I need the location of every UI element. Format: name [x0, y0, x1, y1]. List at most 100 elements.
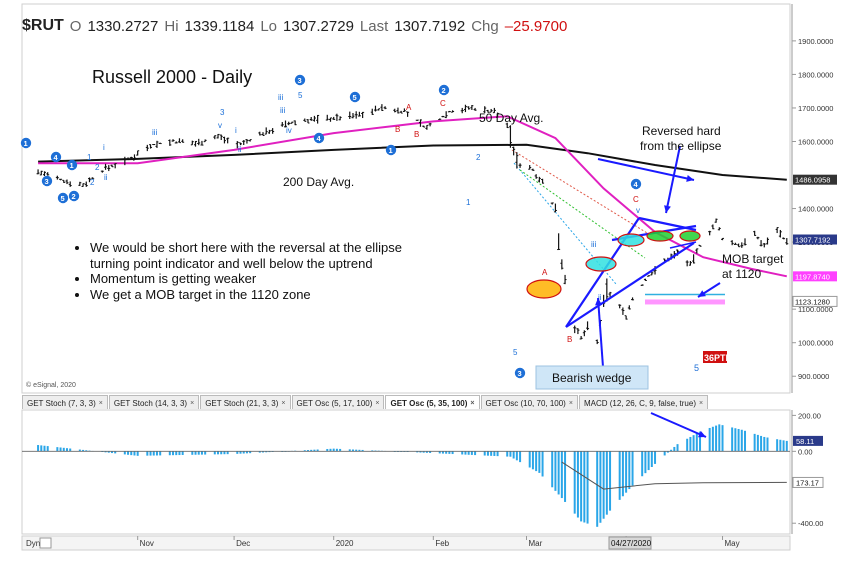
- osc-bar: [560, 451, 563, 499]
- osc-bar: [310, 449, 313, 452]
- osc-bar: [737, 428, 740, 452]
- osc-bar: [172, 451, 175, 456]
- osc-bar: [62, 447, 65, 452]
- osc-bar: [149, 451, 152, 456]
- indicator-tab[interactable]: MACD (12, 26, C, 9, false, true) ×: [578, 395, 709, 409]
- indicator-tab-label: GET Stoch (14, 3, 3): [113, 398, 188, 408]
- close-icon[interactable]: ×: [190, 399, 195, 407]
- osc-bar: [425, 451, 428, 453]
- price-axis-tick-label: 1600.0000: [798, 137, 833, 146]
- osc-arrow: [650, 412, 707, 438]
- osc-axis-tick-label: 0.00: [798, 447, 813, 456]
- close-icon[interactable]: ×: [375, 399, 380, 407]
- osc-bar: [692, 435, 695, 452]
- osc-bar: [168, 451, 171, 456]
- indicator-tabs: GET Stoch (7, 3, 3) × GET Stoch (14, 3, 3)…: [22, 395, 790, 409]
- osc-bar: [351, 449, 354, 452]
- indicator-tab[interactable]: GET Osc (5, 35, 100) ×: [385, 395, 480, 409]
- pti-label: 36PTI: [704, 353, 728, 363]
- osc-bar: [647, 451, 650, 471]
- indicator-tab[interactable]: GET Osc (10, 70, 100) ×: [480, 395, 578, 409]
- wedge-label: Bearish wedge: [552, 371, 632, 385]
- osc-bar: [178, 451, 181, 456]
- osc-bar: [85, 450, 88, 452]
- osc-bar: [715, 425, 718, 452]
- indicator-tab[interactable]: GET Stoch (7, 3, 3) ×: [22, 395, 108, 409]
- wave-count-number: 1: [24, 139, 28, 148]
- osc-bar: [670, 449, 673, 452]
- indicator-tab[interactable]: GET Osc (5, 17, 100) ×: [291, 395, 385, 409]
- change-value: –25.9700: [504, 17, 568, 35]
- ma50-layer: [38, 115, 788, 278]
- indicator-tab[interactable]: GET Stoch (21, 3, 3) ×: [200, 395, 291, 409]
- osc-bar: [776, 439, 779, 452]
- chart-title: Russell 2000 - Daily: [92, 67, 252, 87]
- close-icon[interactable]: ×: [281, 399, 286, 407]
- wave-label: i: [235, 126, 237, 135]
- osc-bar: [258, 451, 261, 453]
- mob-label-line2: at 1120: [722, 267, 761, 281]
- date-tick-label: Mar: [529, 539, 543, 548]
- dyn-button[interactable]: [39, 537, 52, 549]
- indicator-tab-label: GET Osc (5, 35, 100): [390, 398, 468, 408]
- osc-tag-label: 173.17: [796, 478, 819, 487]
- wave-count-number: 5: [61, 194, 65, 203]
- osc-bar: [554, 451, 557, 491]
- wedge-inner-line: [669, 241, 697, 249]
- osc-bar: [676, 444, 679, 452]
- turning-point-ellipses: [526, 230, 701, 299]
- wave-label: iii: [152, 128, 158, 137]
- osc-bar: [133, 451, 136, 456]
- close-icon[interactable]: ×: [98, 399, 103, 407]
- osc-bar: [451, 451, 454, 455]
- wave-label: v: [636, 206, 640, 215]
- osc-bar: [416, 451, 419, 453]
- pti-wave-label: 5: [694, 363, 699, 373]
- osc-bar: [509, 451, 512, 457]
- open-label: O: [69, 17, 82, 35]
- osc-bar: [763, 436, 766, 452]
- osc-bar: [740, 429, 743, 452]
- ellipse-green: [679, 230, 701, 242]
- osc-bar: [355, 449, 358, 452]
- low-label: Lo: [260, 17, 278, 35]
- wedge-label-box: [535, 365, 649, 390]
- osc-bar: [204, 451, 207, 455]
- wave-label: ii: [104, 173, 108, 182]
- close-icon[interactable]: ×: [699, 399, 704, 407]
- wave-label: C: [633, 195, 639, 204]
- close-icon[interactable]: ×: [470, 399, 475, 407]
- mob-arrow-head: [698, 290, 706, 297]
- osc-tag-label: 58.11: [796, 437, 814, 446]
- osc-bar: [371, 450, 374, 452]
- note-1: We would be short here with the reversal…: [90, 240, 406, 271]
- cursor-date: 04/27/2020: [611, 539, 652, 548]
- wave-label: iii: [280, 106, 286, 115]
- date-tick-label: May: [725, 539, 740, 548]
- wave-count-badge: [68, 190, 80, 202]
- osc-bar: [609, 451, 612, 511]
- wave-label: iv: [286, 126, 292, 135]
- mob-label-line1: MOB target: [722, 252, 784, 266]
- close-icon[interactable]: ×: [568, 399, 573, 407]
- note-2: Momentum is getting weaker: [90, 271, 406, 287]
- osc-bar: [583, 451, 586, 523]
- osc-bar: [605, 451, 608, 515]
- osc-bar: [576, 451, 579, 518]
- osc-bar: [429, 451, 432, 453]
- mob-target-band: [645, 293, 725, 305]
- wave-count-badge: [438, 84, 450, 96]
- osc-bar: [756, 434, 759, 452]
- indicator-tab[interactable]: GET Stoch (14, 3, 3) ×: [108, 395, 200, 409]
- wave-count-number: 3: [298, 76, 302, 85]
- wave-count-number: 5: [353, 93, 357, 102]
- oscillator-chart[interactable]: 200.00 0.00 -400.00 58.11 173.17: [0, 409, 862, 535]
- osc-bar: [59, 447, 62, 452]
- wedge-arrow: [597, 297, 604, 368]
- osc-bar: [586, 451, 589, 524]
- wave-label: 3: [220, 108, 225, 117]
- price-chart[interactable]: 1900.00001800.00001700.00001600.00001400…: [0, 0, 862, 395]
- ellipse-orange: [526, 279, 562, 299]
- price-axis-tick-label: 1100.0000: [798, 305, 833, 314]
